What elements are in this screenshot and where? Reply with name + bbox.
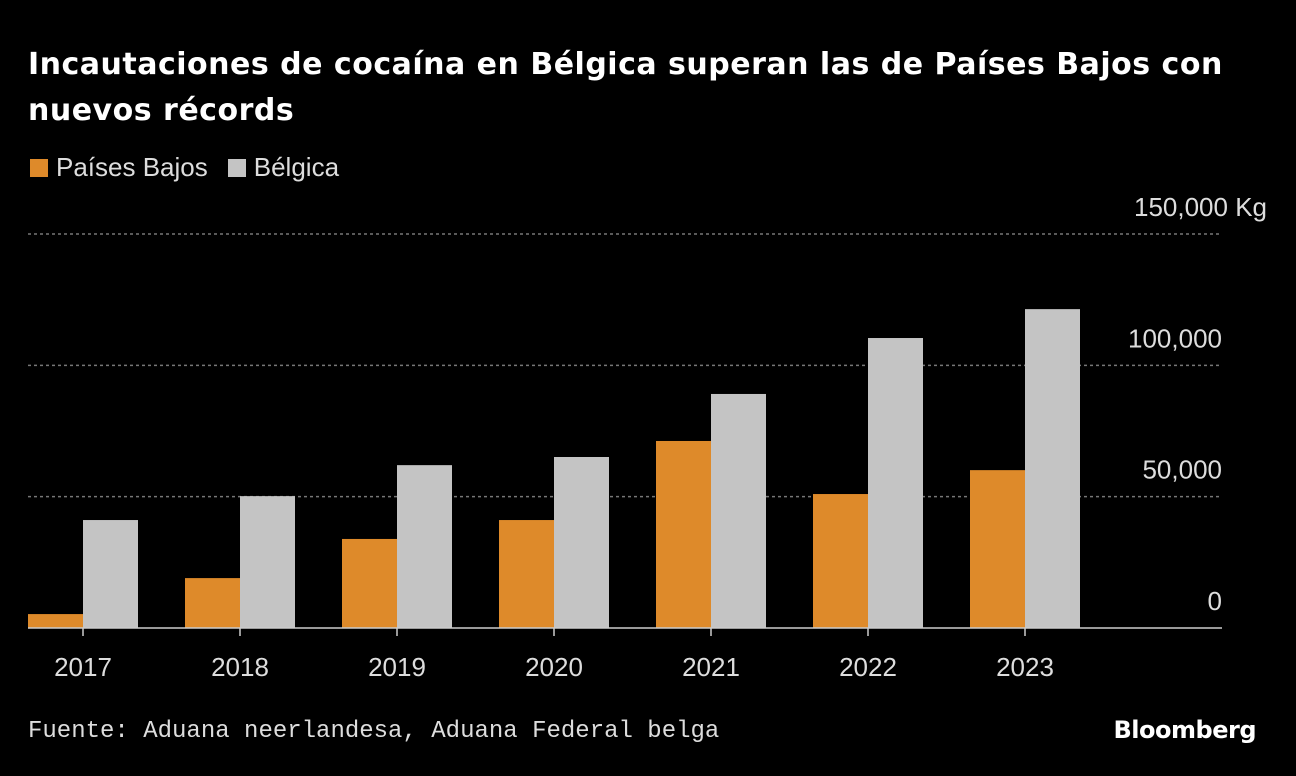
legend-item-paises-bajos: Países Bajos bbox=[30, 152, 208, 183]
legend-item-belgica: Bélgica bbox=[227, 152, 340, 183]
bar-paises-bajos-2022 bbox=[813, 494, 868, 628]
y-tick-label: 150,000 Kg bbox=[1134, 192, 1267, 222]
y-tick-label: 50,000 bbox=[1142, 455, 1222, 485]
x-tick-label: 2018 bbox=[211, 652, 269, 682]
legend-label: Países Bajos bbox=[56, 152, 208, 182]
x-tick-label: 2023 bbox=[996, 652, 1054, 682]
legend-label: Bélgica bbox=[253, 152, 340, 182]
bar-paises-bajos-2017 bbox=[28, 614, 83, 628]
bar-paises-bajos-2018 bbox=[185, 578, 240, 628]
legend-swatch bbox=[227, 158, 246, 177]
bar-paises-bajos-2020 bbox=[499, 520, 554, 628]
bar-belgica-2017 bbox=[83, 520, 138, 628]
bar-belgica-2021 bbox=[711, 393, 766, 628]
legend-swatch bbox=[30, 158, 48, 177]
bar-belgica-2023 bbox=[1025, 309, 1080, 628]
bloomberg-logo: Bloomberg bbox=[1113, 716, 1257, 744]
bar-belgica-2022 bbox=[868, 338, 923, 628]
bar-belgica-2020 bbox=[554, 457, 609, 628]
x-tick-label: 2021 bbox=[682, 652, 740, 682]
x-tick-label: 2017 bbox=[54, 652, 112, 682]
y-tick-label: 0 bbox=[1208, 586, 1222, 616]
legend: Países Bajos Bélgica bbox=[30, 152, 339, 183]
bar-belgica-2018 bbox=[240, 496, 295, 628]
chart-title: Incautaciones de cocaína en Bélgica supe… bbox=[28, 47, 1223, 128]
source-note: Fuente: Aduana neerlandesa, Aduana Feder… bbox=[28, 718, 720, 745]
bar-paises-bajos-2021 bbox=[656, 440, 711, 628]
x-tick-label: 2020 bbox=[525, 652, 583, 682]
y-tick-label: 100,000 bbox=[1128, 323, 1222, 353]
bar-belgica-2019 bbox=[397, 465, 452, 628]
bar-paises-bajos-2019 bbox=[342, 538, 397, 628]
x-tick-label: 2022 bbox=[839, 652, 897, 682]
bar-paises-bajos-2023 bbox=[970, 470, 1025, 628]
x-tick-label: 2019 bbox=[368, 652, 426, 682]
